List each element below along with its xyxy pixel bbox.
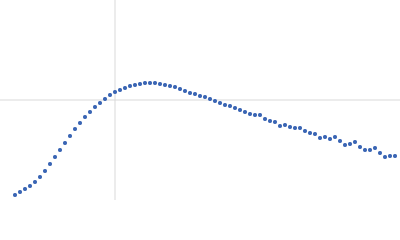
point: [358, 145, 362, 149]
point: [228, 104, 232, 108]
point: [163, 83, 167, 87]
point: [373, 146, 377, 150]
point: [258, 113, 262, 117]
point: [328, 137, 332, 141]
point: [118, 88, 122, 92]
point: [83, 115, 87, 119]
point: [383, 155, 387, 159]
point: [283, 123, 287, 127]
point: [168, 84, 172, 88]
point: [203, 95, 207, 99]
point: [313, 132, 317, 136]
point: [388, 154, 392, 158]
point: [23, 187, 27, 191]
point: [148, 81, 152, 85]
point: [243, 110, 247, 114]
point: [223, 103, 227, 107]
point: [393, 154, 397, 158]
point: [233, 106, 237, 110]
point: [78, 121, 82, 125]
point: [213, 99, 217, 103]
point: [273, 120, 277, 124]
point: [253, 113, 257, 117]
point: [198, 94, 202, 98]
point: [368, 148, 372, 152]
point: [98, 101, 102, 105]
point: [158, 82, 162, 86]
point: [38, 175, 42, 179]
point: [193, 92, 197, 96]
point: [318, 136, 322, 140]
point: [208, 97, 212, 101]
point: [338, 139, 342, 143]
point: [288, 125, 292, 129]
point: [68, 134, 72, 138]
point: [178, 87, 182, 91]
point: [173, 85, 177, 89]
point: [128, 84, 132, 88]
point: [43, 169, 47, 173]
point: [298, 126, 302, 130]
point: [143, 81, 147, 85]
point: [73, 127, 77, 131]
point: [113, 90, 117, 94]
point: [153, 81, 157, 85]
point: [278, 124, 282, 128]
point: [238, 108, 242, 112]
point: [353, 140, 357, 144]
point: [333, 135, 337, 139]
point: [13, 193, 17, 197]
point: [88, 110, 92, 114]
point: [18, 190, 22, 194]
point: [188, 91, 192, 95]
point: [93, 105, 97, 109]
point: [108, 93, 112, 97]
point: [33, 180, 37, 184]
point: [293, 126, 297, 130]
point: [218, 101, 222, 105]
point: [103, 97, 107, 101]
point: [133, 83, 137, 87]
point: [48, 162, 52, 166]
point: [63, 141, 67, 145]
point: [308, 131, 312, 135]
point: [248, 112, 252, 116]
point: [348, 142, 352, 146]
point: [323, 135, 327, 139]
chart: [0, 0, 400, 200]
point: [53, 155, 57, 159]
point: [343, 143, 347, 147]
point: [138, 82, 142, 86]
point: [28, 184, 32, 188]
point: [263, 117, 267, 121]
point: [378, 151, 382, 155]
point: [58, 148, 62, 152]
point: [183, 89, 187, 93]
point: [303, 129, 307, 133]
point: [363, 148, 367, 152]
point: [123, 86, 127, 90]
point: [268, 119, 272, 123]
